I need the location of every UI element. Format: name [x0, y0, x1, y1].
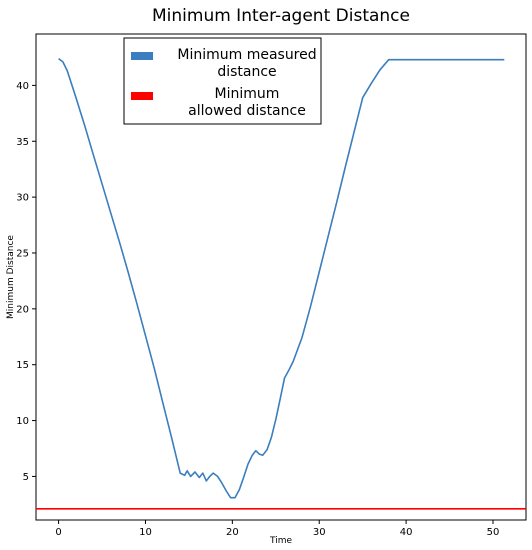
y-tick-label: 20	[16, 304, 29, 315]
y-tick-label: 40	[16, 81, 29, 92]
x-tick-label: 40	[400, 527, 413, 538]
x-axis-label: Time	[269, 536, 292, 546]
chart-title: Minimum Inter-agent Distance	[152, 6, 410, 26]
measured-distance-line	[58, 57, 505, 499]
y-tick-label: 30	[16, 193, 29, 204]
x-tick-label: 0	[55, 527, 61, 538]
series-layer	[36, 57, 526, 510]
y-axis-label: Minimum Distance	[6, 235, 16, 319]
x-tick-label: 20	[226, 527, 239, 538]
legend-label-allowed-line2: allowed distance	[188, 103, 306, 119]
legend-swatch-allowed	[131, 92, 153, 100]
legend-box	[123, 37, 322, 125]
y-tick-label: 5	[23, 472, 29, 483]
x-tick-label: 50	[487, 527, 500, 538]
y-tick-label: 15	[16, 360, 29, 371]
y-tick-label: 10	[16, 416, 29, 427]
x-tick-label: 30	[313, 527, 326, 538]
x-axis: 0 10 20 30 40 50	[55, 520, 499, 538]
legend-swatch-measured	[131, 52, 153, 60]
x-tick-label: 10	[139, 527, 152, 538]
legend-label-measured-line1: Minimum measured	[177, 47, 316, 63]
y-tick-label: 25	[16, 248, 29, 259]
plot-area-frame	[35, 33, 527, 521]
legend-label-measured-line2: distance	[217, 64, 276, 80]
y-axis: 5 10 15 20 25 30 35 40	[16, 81, 36, 483]
legend: Minimum measured distance Minimum allowe…	[123, 37, 322, 125]
y-tick-label: 35	[16, 137, 29, 148]
legend-label-allowed-line1: Minimum	[215, 86, 280, 102]
